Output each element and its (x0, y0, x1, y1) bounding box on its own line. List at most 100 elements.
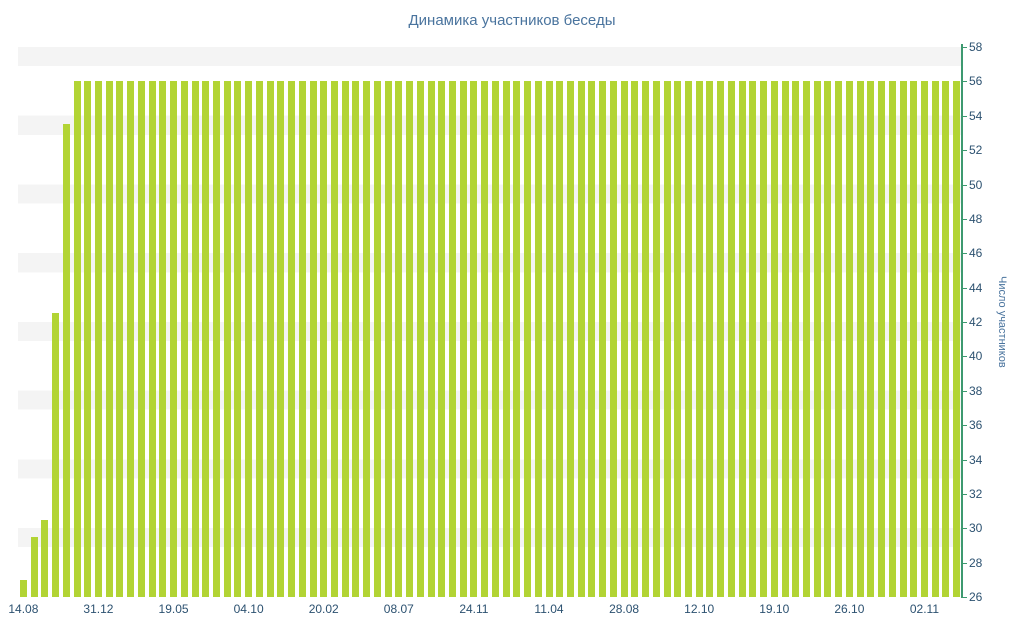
bar (835, 81, 843, 597)
bar (52, 313, 60, 597)
bar (406, 81, 414, 597)
bar (609, 81, 617, 597)
x-tick-label: 08.07 (383, 602, 414, 616)
y-tick-label: 46 (969, 246, 983, 261)
bar (620, 81, 628, 597)
x-tick-label: 04.10 (233, 602, 264, 616)
bar (888, 81, 896, 597)
bar (105, 81, 113, 597)
bars-layer (18, 47, 962, 597)
bar (223, 81, 231, 597)
y-tick-label: 28 (969, 555, 983, 570)
bar (84, 81, 92, 597)
y-tick-mark (961, 253, 967, 255)
bar (556, 81, 564, 597)
bar (545, 81, 553, 597)
bar (899, 81, 907, 597)
bar (717, 81, 725, 597)
bar (845, 81, 853, 597)
bar (684, 81, 692, 597)
bar (320, 81, 328, 597)
bar (459, 81, 467, 597)
y-tick-mark (961, 115, 967, 117)
bar (642, 81, 650, 597)
y-tick-mark (961, 81, 967, 83)
bar (438, 81, 446, 597)
bar (330, 81, 338, 597)
bar (202, 81, 210, 597)
y-tick-label: 30 (969, 521, 983, 536)
bar (920, 81, 928, 597)
bar (824, 81, 832, 597)
y-axis-line (961, 44, 963, 598)
bar (137, 81, 145, 597)
bar (288, 81, 296, 597)
bar (41, 519, 49, 597)
bar (94, 81, 102, 597)
chart-title: Динамика участников беседы (408, 12, 616, 29)
bar (277, 81, 285, 597)
bar (159, 81, 167, 597)
y-tick-label: 34 (969, 452, 983, 467)
y-tick-label: 40 (969, 349, 983, 364)
bar (352, 81, 360, 597)
bar (384, 81, 392, 597)
bar (631, 81, 639, 597)
bar (566, 81, 574, 597)
bar (781, 81, 789, 597)
bar (266, 81, 274, 597)
x-tick-label: 20.02 (308, 602, 339, 616)
bar (73, 81, 81, 597)
bar (363, 81, 371, 597)
bar (127, 81, 135, 597)
y-tick-label: 32 (969, 486, 983, 501)
bar (180, 81, 188, 597)
bar (953, 81, 961, 597)
bar (309, 81, 317, 597)
bar (416, 81, 424, 597)
bar (534, 81, 542, 597)
bar (588, 81, 596, 597)
bar (234, 81, 242, 597)
bar (448, 81, 456, 597)
bar (695, 81, 703, 597)
bar (116, 81, 124, 597)
bar (255, 81, 263, 597)
bar (802, 81, 810, 597)
bar (341, 81, 349, 597)
bar (524, 81, 532, 597)
bar (148, 81, 156, 597)
bar (942, 81, 950, 597)
bar (470, 81, 478, 597)
y-tick-label: 38 (969, 383, 983, 398)
y-tick-label: 54 (969, 108, 983, 123)
x-tick-label: 19.05 (158, 602, 189, 616)
bar (931, 81, 939, 597)
bar (813, 81, 821, 597)
bar (170, 81, 178, 597)
x-tick-label: 12.10 (684, 602, 715, 616)
bar (491, 81, 499, 597)
x-tick-label: 26.10 (834, 602, 865, 616)
y-tick-mark (961, 356, 967, 358)
bar (706, 81, 714, 597)
y-tick-mark (961, 218, 967, 220)
bar (749, 81, 757, 597)
y-tick-mark (961, 528, 967, 530)
x-tick-label: 02.11 (909, 602, 939, 616)
bar (502, 81, 510, 597)
y-tick-mark (961, 184, 967, 186)
bar (62, 124, 70, 597)
x-tick-label: 28.08 (609, 602, 640, 616)
y-tick-mark (961, 459, 967, 461)
bar (30, 536, 38, 597)
bar (513, 81, 521, 597)
bar (856, 81, 864, 597)
y-tick-mark (961, 47, 967, 48)
y-tick-label: 26 (969, 590, 983, 604)
y-tick-mark (961, 150, 967, 152)
bar (19, 579, 27, 597)
bar (481, 81, 489, 597)
plot-area (18, 47, 962, 597)
bar (867, 81, 875, 597)
